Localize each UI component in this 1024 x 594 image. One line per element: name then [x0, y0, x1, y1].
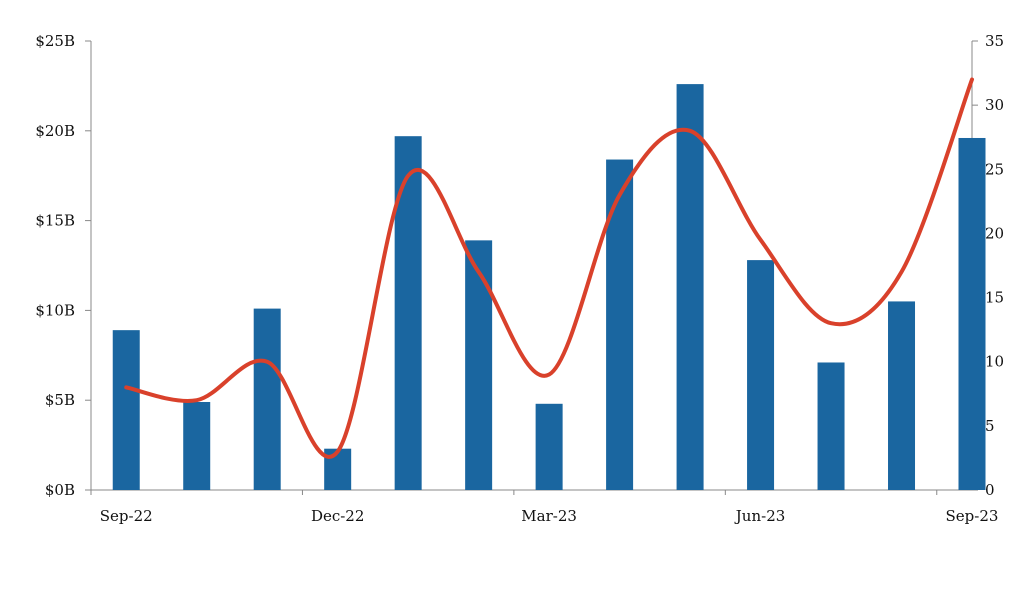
- bar: [253, 308, 281, 490]
- y-right-tick-label: 30: [985, 96, 1004, 114]
- bar: [183, 401, 211, 490]
- y-left-tick-label: $20B: [35, 122, 75, 140]
- y-left-tick-label: $5B: [45, 391, 75, 409]
- bar: [747, 260, 775, 490]
- x-tick-label: Dec-22: [311, 507, 364, 525]
- y-left-tick-label: $10B: [35, 301, 75, 319]
- x-tick-label: Mar-23: [521, 507, 577, 525]
- x-tick-label: Jun-23: [734, 507, 786, 525]
- y-right-tick-label: 25: [985, 160, 1004, 178]
- y-right-tick-label: 0: [985, 481, 995, 499]
- y-right-tick-label: 10: [985, 353, 1004, 371]
- y-right-tick-label: 35: [985, 32, 1004, 50]
- bar: [535, 403, 563, 490]
- line-series: [124, 77, 974, 459]
- bar: [676, 84, 704, 490]
- bar: [817, 362, 845, 490]
- y-right-tick-label: 20: [985, 224, 1004, 242]
- bar: [112, 330, 140, 490]
- y-right-tick-label: 15: [985, 289, 1004, 307]
- bar: [888, 301, 916, 490]
- bar: [958, 137, 986, 490]
- y-left-tick-label: $25B: [35, 32, 75, 50]
- bar: [394, 136, 422, 491]
- y-right-tick-label: 5: [985, 417, 995, 435]
- y-left-tick-label: $15B: [35, 212, 75, 230]
- x-tick-label: Sep-22: [100, 507, 153, 525]
- x-tick-label: Sep-23: [946, 507, 999, 525]
- bar: [465, 240, 493, 490]
- bar: [606, 159, 634, 490]
- y-left-tick-label: $0B: [45, 481, 75, 499]
